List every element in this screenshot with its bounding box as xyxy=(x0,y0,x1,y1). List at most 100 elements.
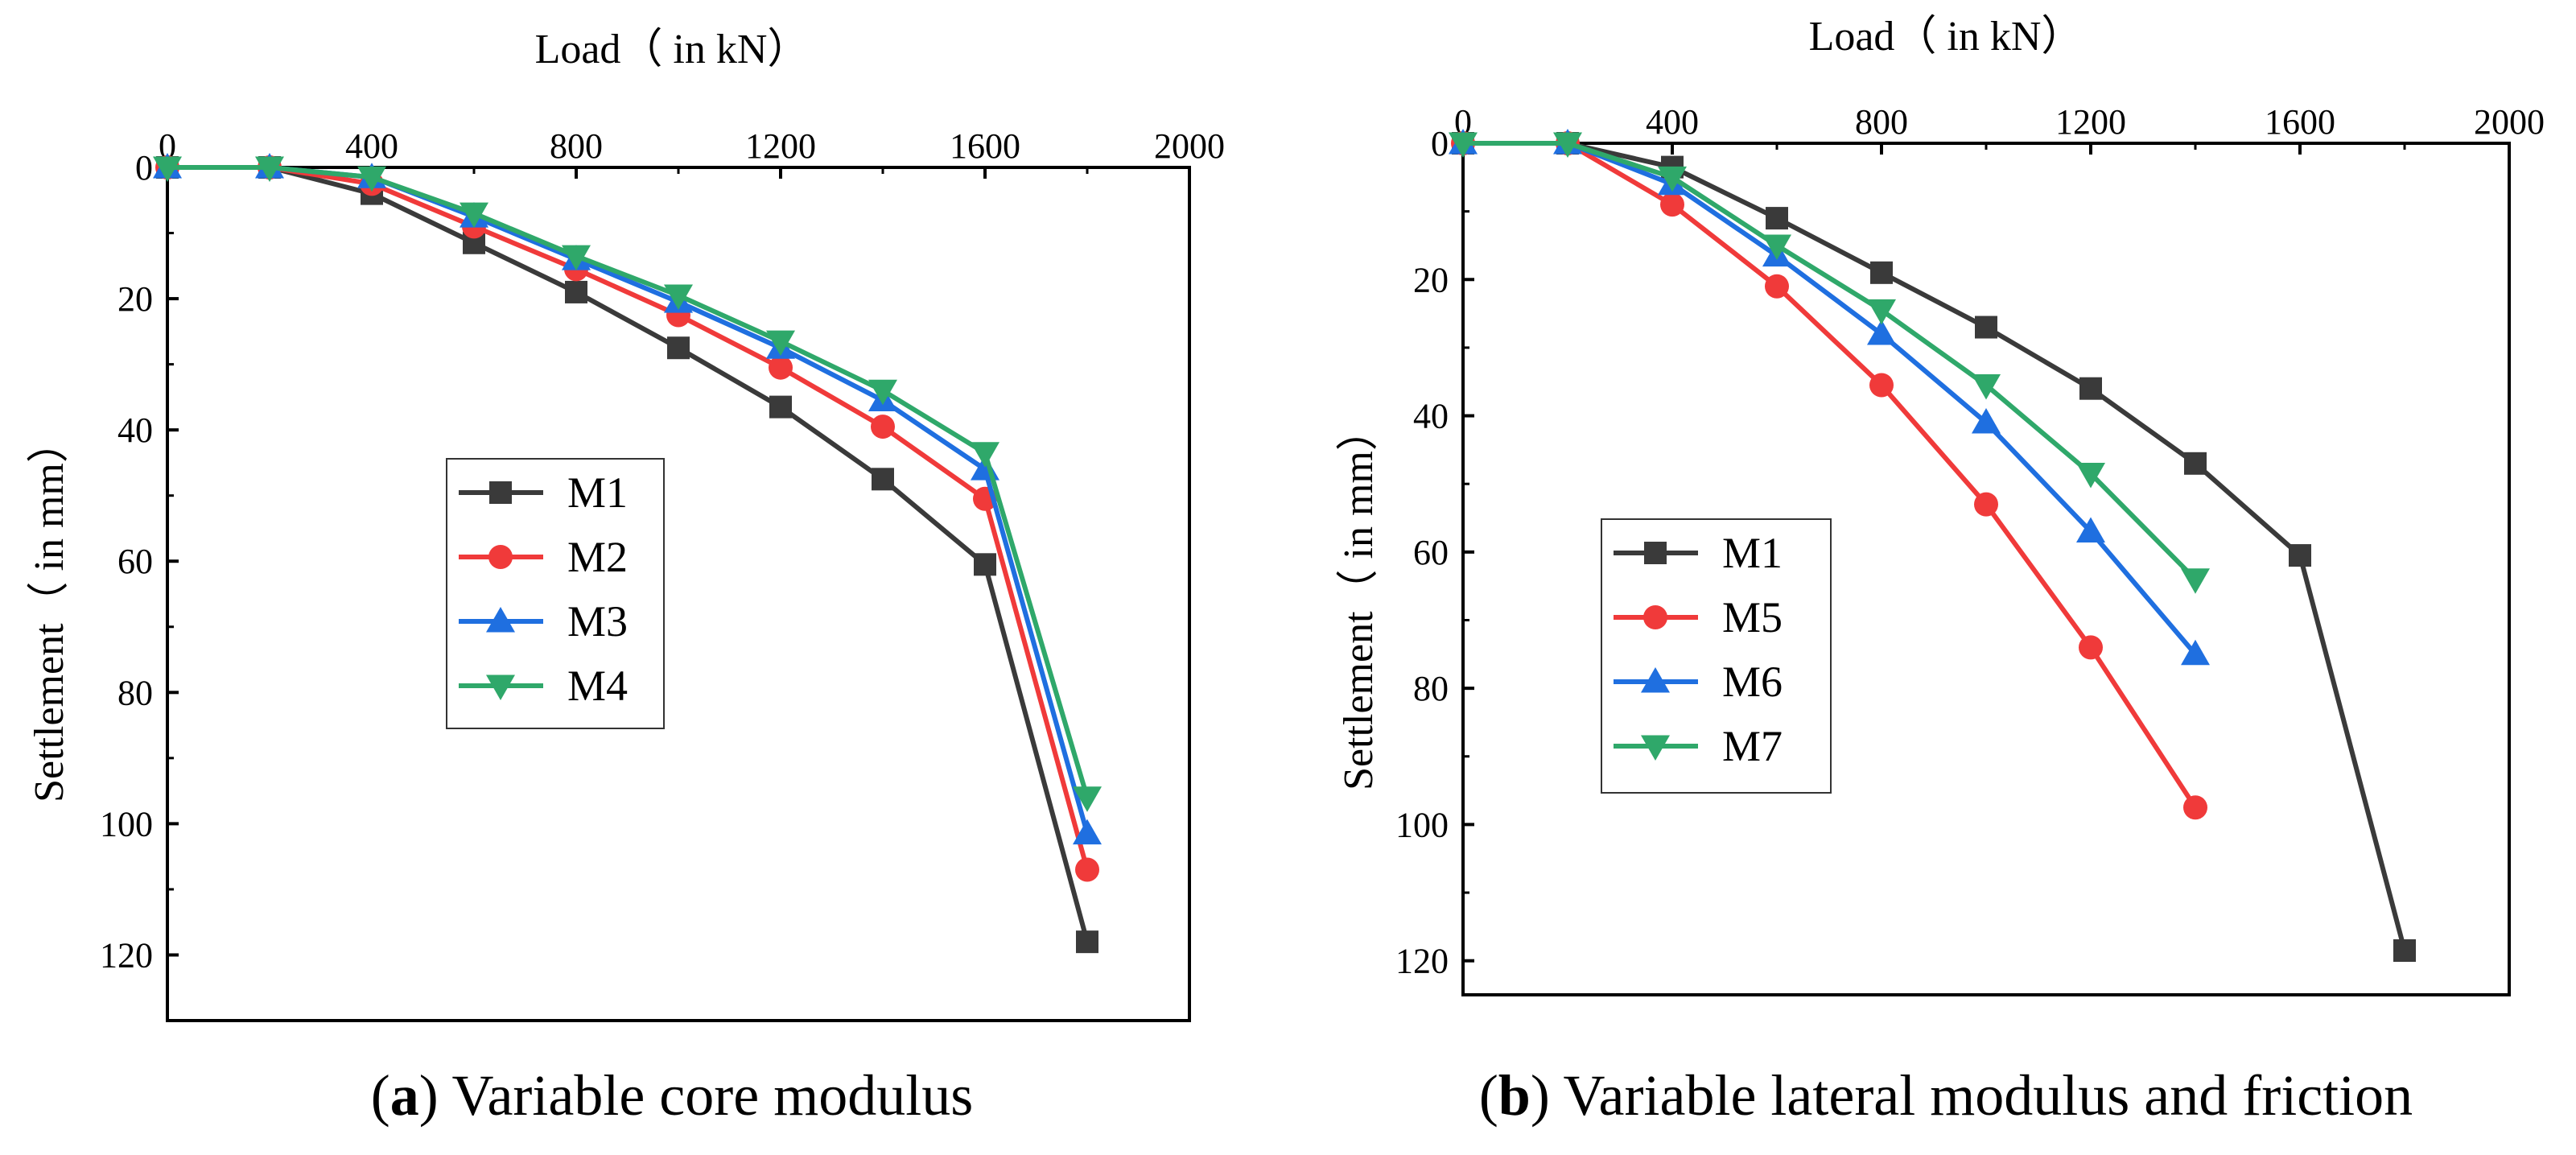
chart-b-y-tick-label: 20 xyxy=(1413,260,1449,299)
chart-a-series-line-m4 xyxy=(167,165,1090,798)
chart-a-point-m4 xyxy=(766,330,795,357)
chart-a-point-m1 xyxy=(565,280,587,303)
chart-a-caption-label: a xyxy=(390,1063,419,1128)
chart-b-point-m6 xyxy=(2181,639,2210,666)
chart-b-point-m5 xyxy=(1660,192,1684,217)
chart-a-point-m1 xyxy=(1076,930,1098,954)
chart-a-y-tick-label: 60 xyxy=(117,542,153,581)
chart-b-point-m5 xyxy=(1765,274,1789,299)
chart-a-y-tick-label: 80 xyxy=(117,673,153,712)
chart-b-legend-marker-m7 xyxy=(1641,735,1670,761)
chart-b-x-tick-label: 1200 xyxy=(2055,102,2126,142)
chart-b-series xyxy=(1449,129,2416,962)
chart-b-point-m5 xyxy=(2079,635,2103,660)
chart-b-point-m6 xyxy=(2076,517,2105,542)
chart-b-y-tick-label: 0 xyxy=(1431,124,1449,163)
chart-b-point-m1 xyxy=(1870,261,1893,284)
chart-b-y-tick-label: 80 xyxy=(1413,669,1449,708)
chart-a-x-axis-title: Load（ in kN） xyxy=(535,27,810,72)
chart-a-point-m4 xyxy=(255,156,284,182)
chart-a-point-m4 xyxy=(562,245,591,271)
chart-a-caption-text: Variable core modulus xyxy=(451,1063,973,1128)
chart-b-caption-label: b xyxy=(1498,1063,1531,1128)
chart-a-point-m4 xyxy=(1073,786,1102,812)
chart-b-point-m7 xyxy=(1762,234,1791,260)
chart-b-y-tick-label: 100 xyxy=(1395,805,1449,844)
chart-a-point-m3 xyxy=(1073,819,1102,845)
chart-b-point-m1 xyxy=(1975,316,1997,339)
chart-a-x-tick-label: 2000 xyxy=(1154,126,1225,166)
chart-a-y-axis-title: Settlement（ in mm） xyxy=(27,421,72,802)
chart-b-y-ticks: 0 20 40 60 80 100 120 xyxy=(1395,124,1474,981)
chart-a-point-m4 xyxy=(868,379,897,406)
chart-b-point-m7 xyxy=(1972,373,2001,400)
chart-b-x-axis-title: Load（ in kN） xyxy=(1809,14,2083,60)
chart-b-legend-marker-m6 xyxy=(1641,667,1670,693)
chart-b-point-m1 xyxy=(1766,207,1788,230)
chart-b-point-m7 xyxy=(1658,166,1687,192)
chart-a-point-m1 xyxy=(974,553,996,576)
chart-b-y-axis-title: Settlement（ in mm） xyxy=(1336,409,1382,790)
chart-a-legend-label-m1: M1 xyxy=(567,468,628,517)
chart-b-x-ticks: 0 400 800 1200 1600 2000 xyxy=(1454,102,2545,155)
chart-a-y-ticks: 0 20 40 60 80 100 120 xyxy=(100,148,179,975)
chart-b-legend-marker-m5 xyxy=(1643,605,1667,629)
chart-a-point-m1 xyxy=(769,395,792,419)
chart-b-legend-label-m7: M7 xyxy=(1722,722,1783,770)
chart-b-legend: M1 M5 M6 M7 xyxy=(1601,518,1832,794)
chart-a-legend-marker-m4 xyxy=(486,674,515,700)
chart-b-legend-marker-m1 xyxy=(1644,542,1667,564)
chart-b-series-line-m7 xyxy=(1463,141,2198,581)
chart-b-x-tick-label: 800 xyxy=(1855,102,1908,142)
chart-a-series-line-m1 xyxy=(167,165,1090,943)
chart-b-series-line-m1 xyxy=(1463,141,2407,951)
chart-b-y-tick-label: 120 xyxy=(1395,942,1449,981)
chart-a-y-tick-label: 120 xyxy=(100,935,153,975)
chart-a-legend-marker-m1 xyxy=(489,481,512,504)
chart-a-point-m2 xyxy=(769,355,793,380)
chart-b-series-line-m5 xyxy=(1463,141,2198,809)
chart-b-point-m5 xyxy=(1869,373,1894,398)
chart-a-legend-label-m2: M2 xyxy=(567,533,628,581)
chart-a-legend-marker-m3 xyxy=(486,607,515,633)
chart-b-legend-label-m1: M1 xyxy=(1722,529,1783,577)
chart-b-x-tick-label: 0 xyxy=(1454,102,1472,142)
chart-b-legend-label-m5: M5 xyxy=(1722,593,1783,641)
chart-b-point-m1 xyxy=(2184,452,2207,475)
chart-a-point-m4 xyxy=(153,156,182,182)
chart-a-legend: M1 M2 M3 M4 xyxy=(446,458,665,729)
chart-b-y-tick-label: 40 xyxy=(1413,397,1449,436)
chart-b-x-tick-label: 400 xyxy=(1646,102,1699,142)
chart-b: Load（ in kN） Settlement（ in mm） 0 400 800 1… xyxy=(1336,14,2545,1128)
chart-a-y-tick-label: 40 xyxy=(117,410,153,450)
chart-a-caption: (a) Variable core modulus xyxy=(371,1063,973,1128)
chart-a-legend-label-m3: M3 xyxy=(567,597,628,646)
chart-a-x-tick-label: 0 xyxy=(159,126,176,166)
chart-b-point-m6 xyxy=(1972,408,2001,434)
chart-b-x-tick-label: 1600 xyxy=(2265,102,2335,142)
chart-a-point-m4 xyxy=(460,202,488,229)
chart-a-x-tick-label: 800 xyxy=(550,126,603,166)
chart-b-x-tick-label: 2000 xyxy=(2474,102,2545,142)
chart-a-point-m4 xyxy=(357,166,386,192)
chart-b-point-m1 xyxy=(2079,377,2102,400)
chart-a-series xyxy=(153,153,1102,954)
chart-b-y-tick-label: 60 xyxy=(1413,533,1449,572)
chart-a: Load（ in kN） Settlement（ in mm） 0 400 800 1… xyxy=(27,27,1225,1128)
chart-b-legend-box xyxy=(1601,518,1832,794)
chart-b-point-m7 xyxy=(2181,568,2210,594)
chart-a-x-tick-label: 1200 xyxy=(745,126,816,166)
chart-a-y-tick-label: 100 xyxy=(100,804,153,844)
chart-b-point-m7 xyxy=(1553,132,1582,158)
chart-b-point-m5 xyxy=(1974,492,1998,517)
chart-a-y-tick-label: 0 xyxy=(135,148,153,188)
chart-b-point-m5 xyxy=(2183,795,2207,820)
chart-a-series-line-m2 xyxy=(167,165,1090,871)
chart-b-point-m1 xyxy=(2393,938,2416,962)
chart-a-point-m1 xyxy=(872,468,894,491)
chart-b-legend-label-m6: M6 xyxy=(1722,658,1783,706)
chart-a-point-m2 xyxy=(871,415,895,439)
chart-b-caption-text: Variable lateral modulus and friction xyxy=(1564,1063,2413,1128)
